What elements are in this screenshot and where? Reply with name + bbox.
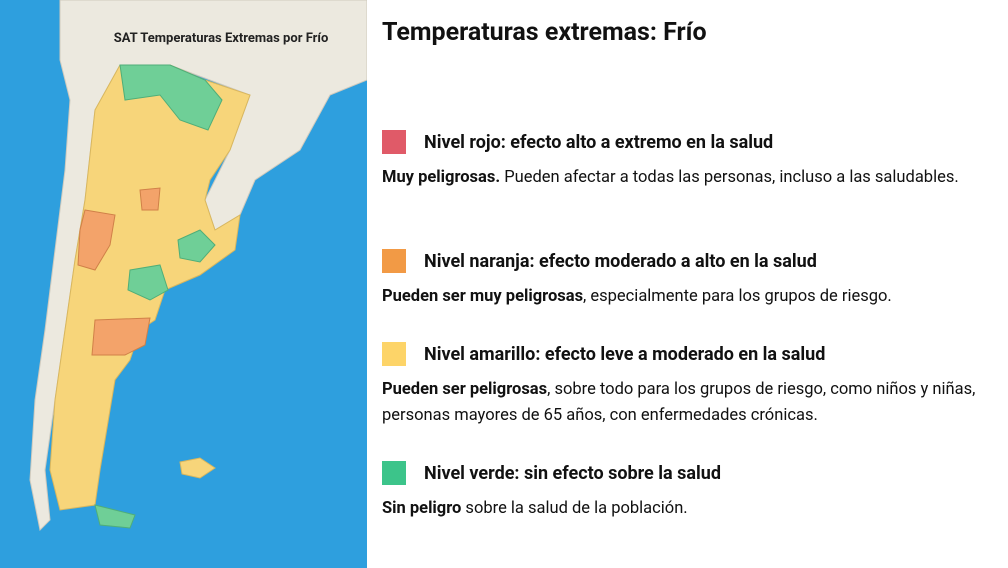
orange-zone [139,187,161,211]
legend-description: Pueden ser muy peligrosas, especialmente… [382,284,977,310]
islands [179,457,216,479]
description-text: sobre la salud de la población. [461,499,688,518]
legend-title: Nivel verde: sin efecto sobre la salud [424,462,721,484]
description-bold: Sin peligro [382,499,462,518]
legend-item: Nivel verde: sin efecto sobre la salud Si… [382,460,982,522]
legend-item: Nivel rojo: efecto alto a extremo en la … [382,129,982,191]
legend-description: Sin peligro sobre la salud de la poblaci… [382,496,977,522]
legend-item: Nivel amarillo: efecto leve a moderado e… [382,341,982,429]
map-title: SAT Temperaturas Extremas por Frío [114,31,329,46]
legend-title: Nivel rojo: efecto alto a extremo en la … [424,131,774,153]
green-zone [127,264,169,301]
orange-zone [77,209,116,271]
description-bold: Pueden ser muy peligrosas [382,287,584,306]
description-text: , especialmente para los grupos de riesg… [583,287,892,306]
legend-description: Pueden ser peligrosas, sobre todo para l… [382,377,977,429]
description-bold: Pueden ser peligrosas [382,380,548,399]
heading: Temperaturas extremas: Frío [382,18,707,47]
legend-swatch [382,249,406,273]
legend-header: Nivel amarillo: efecto leve a moderado e… [382,341,982,367]
legend-item: Nivel naranja: efecto moderado a alto en… [382,248,982,310]
legend-header: Nivel verde: sin efecto sobre la salud [382,460,982,486]
description-text: Pueden afectar a todas las personas, inc… [500,168,959,187]
legend-description: Muy peligrosas. Pueden afectar a todas l… [382,165,977,191]
legend-title: Nivel naranja: efecto moderado a alto en… [424,250,817,272]
green-zone [119,64,223,131]
legend-title: Nivel amarillo: efecto leve a moderado e… [424,343,826,365]
orange-zone [91,317,151,356]
legend-header: Nivel rojo: efecto alto a extremo en la … [382,129,982,155]
map: SAT Temperaturas Extremas por Frío [0,0,367,568]
legend-swatch [382,461,406,485]
legend-swatch [382,130,406,154]
green-zone [94,504,136,529]
legend-header: Nivel naranja: efecto moderado a alto en… [382,248,982,274]
description-text: , sobre todo para los grupos de riesgo, … [382,380,976,425]
legend-swatch [382,342,406,366]
description-bold: Muy peligrosas. [382,168,501,187]
green-zone [177,229,216,263]
